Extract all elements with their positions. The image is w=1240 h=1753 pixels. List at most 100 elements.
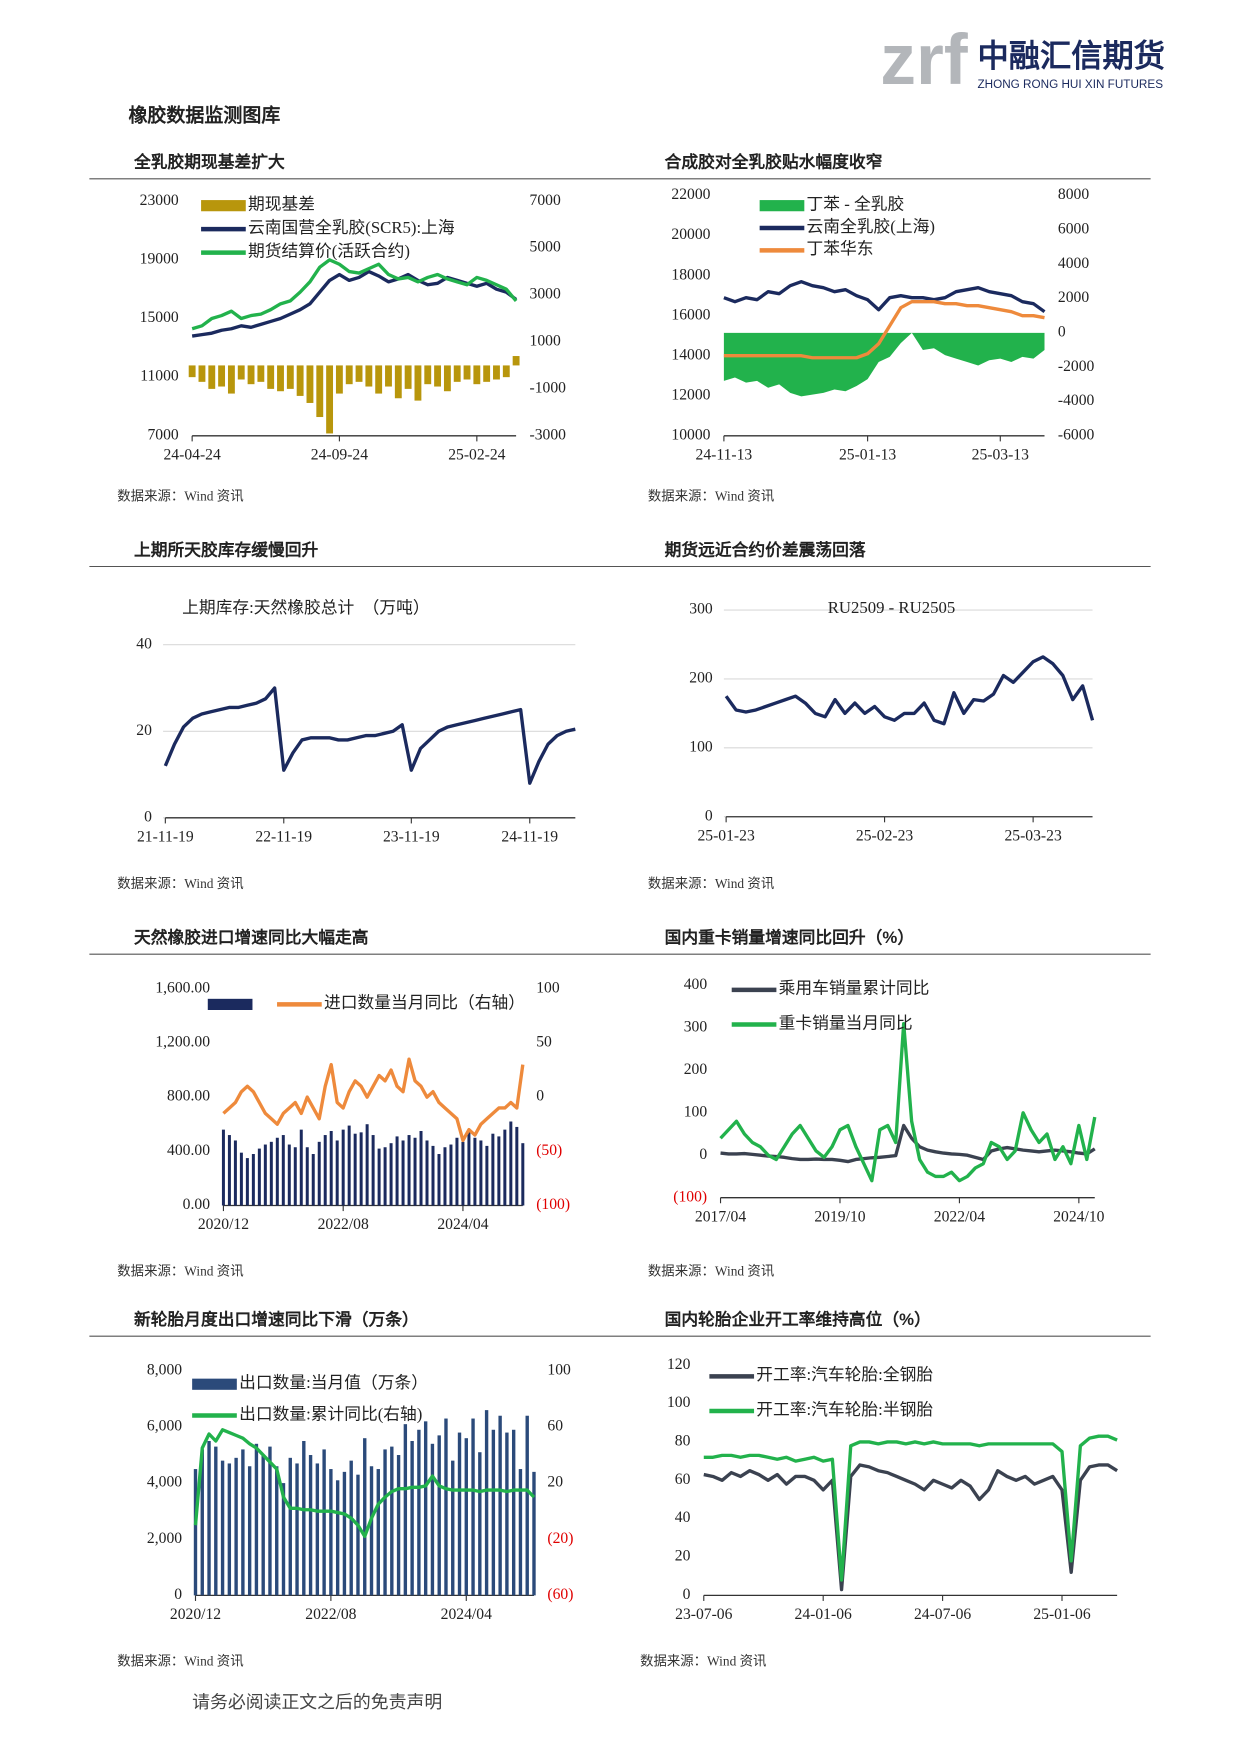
chart-source: 数据来源：Wind 资讯	[117, 1653, 243, 1668]
y-tick-label: 12000	[671, 386, 710, 403]
bar	[286, 365, 294, 389]
y-tick-label: 1,200.00	[155, 1034, 210, 1051]
line	[720, 1123, 1096, 1164]
line	[163, 686, 576, 785]
bar	[478, 1452, 482, 1596]
bar	[302, 1440, 306, 1596]
y-tick-label: 10000	[671, 426, 710, 443]
y-tick-label: 0	[174, 1586, 182, 1603]
bar	[317, 1141, 321, 1206]
legend-label: 乘用车销量累计同比	[779, 979, 930, 998]
y-tick-label: 100	[689, 738, 713, 755]
y-tick-label: 11000	[140, 368, 179, 385]
y-tick-label: 20000	[671, 226, 710, 243]
bar	[498, 1415, 502, 1596]
y-tick-label: 400.00	[167, 1142, 210, 1159]
bar	[437, 1435, 441, 1596]
y-tick-label: 0.00	[183, 1196, 211, 1213]
bar	[239, 1152, 243, 1206]
x-tick-label: 25-01-13	[839, 446, 896, 463]
bar	[383, 1147, 387, 1206]
bar	[329, 1130, 333, 1206]
bar	[518, 1469, 523, 1596]
y-tick-label: 2,000	[147, 1530, 182, 1547]
bar	[257, 1148, 261, 1206]
bar	[365, 1124, 369, 1206]
bar	[491, 1429, 496, 1596]
bar	[306, 365, 314, 403]
bar	[281, 1135, 285, 1206]
bar	[341, 1129, 345, 1206]
line	[193, 1428, 536, 1539]
bar	[218, 365, 226, 387]
line	[703, 1434, 1118, 1582]
y-tick-label: 80	[675, 1433, 691, 1450]
x-tick-label: 2019/10	[814, 1208, 865, 1225]
bar	[193, 1469, 198, 1596]
legend-swatch	[759, 200, 805, 212]
bar	[315, 1463, 320, 1596]
legend-swatch	[201, 200, 246, 212]
bar	[453, 365, 461, 382]
chart-title: 国内轮胎企业开工率维持高位（%）	[665, 1309, 931, 1329]
y2-tick-label: (50)	[536, 1142, 562, 1159]
chart-source: 数据来源：Wind 资讯	[648, 1264, 774, 1279]
chart-title: 合成胶对全乳胶贴水幅度收窄	[665, 152, 883, 172]
bar	[200, 1449, 204, 1596]
bar	[434, 365, 442, 387]
y2-tick-label: (100)	[536, 1196, 570, 1213]
y-tick-label: 300	[689, 601, 713, 618]
y2-tick-label: 100	[536, 979, 560, 996]
legend-label: 出口数量:当月值（万条）	[239, 1373, 428, 1392]
legend-label: 丁苯 - 全乳胶	[807, 195, 905, 214]
y2-tick-label: 100	[547, 1361, 571, 1378]
bar	[509, 1121, 513, 1206]
bar	[485, 1145, 489, 1206]
bar	[377, 1148, 381, 1206]
x-tick-label: 24-09-24	[311, 446, 368, 463]
bar	[383, 1449, 387, 1596]
bar	[345, 365, 353, 385]
x-tick-label: 2017/04	[695, 1208, 746, 1225]
bar	[403, 1424, 408, 1596]
x-tick-label: 25-01-23	[697, 827, 754, 844]
bar	[396, 1455, 401, 1596]
bar	[473, 1137, 477, 1206]
chart-source: 数据来源：Wind 资讯	[117, 876, 243, 891]
bar	[342, 1471, 347, 1596]
bar	[277, 365, 284, 392]
bar	[329, 1469, 333, 1596]
y2-tick-label: -4000	[1058, 392, 1095, 409]
y-tick-label: 18000	[671, 266, 710, 283]
chart-title: 上期所天胶库存缓慢回升	[134, 539, 319, 559]
y2-tick-label: (60)	[547, 1586, 573, 1603]
bar	[371, 1135, 375, 1206]
line	[191, 258, 518, 331]
bar	[296, 365, 304, 396]
area	[723, 332, 1045, 397]
bar	[390, 1446, 394, 1596]
bar	[463, 365, 471, 380]
bar	[355, 365, 363, 382]
x-tick-label: 2024/10	[1053, 1208, 1104, 1225]
legend-label: 开工率:汽车轮胎:半钢胎	[756, 1400, 933, 1419]
y2-tick-label: 60	[547, 1418, 563, 1435]
bar	[261, 1455, 265, 1596]
y-tick-label: 0	[699, 1146, 707, 1163]
y-tick-label: 19000	[140, 250, 179, 267]
x-tick-label: 24-11-19	[501, 829, 558, 846]
bar	[247, 1466, 252, 1596]
bar	[503, 1129, 507, 1206]
bar	[335, 1140, 339, 1206]
bar	[502, 365, 510, 378]
logo-cn: 中融汇信期货	[977, 38, 1165, 73]
bar	[444, 1418, 448, 1596]
y-tick-label: 100	[667, 1394, 691, 1411]
chart-source: 数据来源：Wind 资讯	[117, 1264, 243, 1279]
legend-label: 重卡销量当月同比	[779, 1013, 913, 1032]
y2-tick-label: 5000	[530, 239, 561, 256]
y-tick-label: 6,000	[147, 1418, 182, 1435]
legend-label: 期现基差	[248, 195, 315, 214]
bar	[293, 1147, 297, 1206]
